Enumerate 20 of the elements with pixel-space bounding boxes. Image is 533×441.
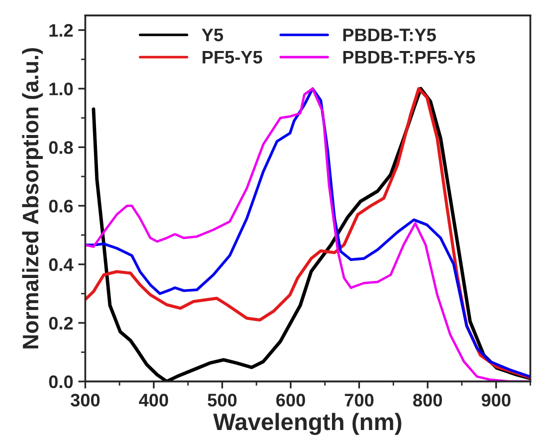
x-tick-label: 500 bbox=[208, 394, 237, 407]
y-tick-label: 0.4 bbox=[49, 258, 74, 272]
y-axis-title: Normalized Absorption (a.u.) bbox=[22, 48, 43, 348]
x-tick-label: 300 bbox=[70, 394, 100, 407]
x-tick-label: 900 bbox=[482, 394, 510, 407]
legend-label: PBDB-T:PF5-Y5 bbox=[343, 50, 476, 64]
x-axis-title: Wavelength (nm) bbox=[213, 412, 402, 435]
legend-label: Y5 bbox=[202, 28, 224, 42]
legend-label: PF5-Y5 bbox=[202, 50, 262, 64]
y-tick-label: 1.0 bbox=[50, 82, 73, 96]
legend-label: PBDB-T:Y5 bbox=[343, 28, 436, 42]
y-tick-label: 0.6 bbox=[49, 200, 73, 212]
y-tick-label: 0.8 bbox=[49, 141, 73, 154]
y-tick-label: 1.2 bbox=[50, 24, 73, 37]
x-tick-label: 800 bbox=[413, 394, 442, 407]
x-tick-label: 400 bbox=[138, 394, 168, 407]
y-tick-label: 0.0 bbox=[49, 375, 73, 388]
x-tick-label: 600 bbox=[276, 394, 306, 407]
y-tick-label: 0.2 bbox=[49, 316, 73, 330]
x-tick-label: 700 bbox=[344, 394, 374, 407]
